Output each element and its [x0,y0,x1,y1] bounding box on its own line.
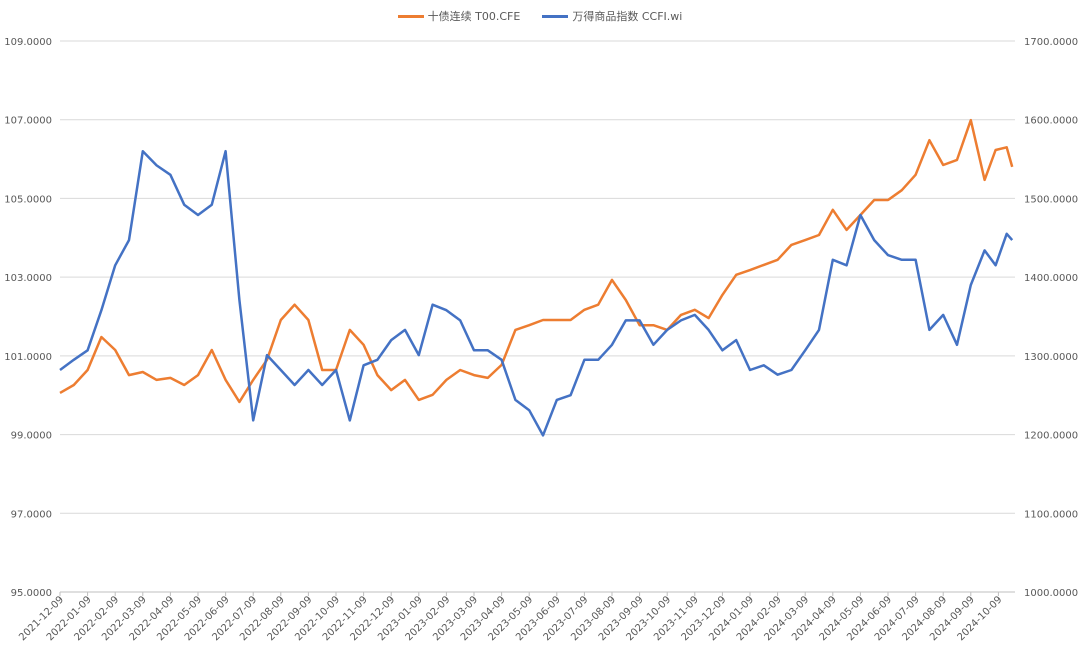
left-axis-ticks: 95.0000 97.0000 99.0000 101.0000 103.0000 105… [4,37,52,599]
right-tick-label: 1600.0000 [1024,116,1078,127]
right-tick-label: 1700.0000 [1024,37,1078,48]
legend-swatch-blue [542,14,569,18]
left-tick-label: 101.0000 [4,352,52,363]
right-axis-ticks: 1000.0000 1100.0000 1200.0000 1300.0000 1400… [1024,37,1078,599]
left-tick-label: 105.0000 [4,194,52,205]
left-tick-label: 107.0000 [4,116,52,127]
left-tick-label: 97.0000 [11,509,52,520]
legend-label-t00: 十债连续 T00.CFE [427,10,521,23]
x-axis-ticks: 2021-12-092022-01-092022-02-092022-03-09… [17,592,1005,643]
legend-label-ccfi: 万得商品指数 CCFI.wi [572,10,683,23]
legend-item-ccfi: 万得商品指数 CCFI.wi [542,8,682,24]
right-tick-label: 1300.0000 [1024,352,1078,363]
series-lines [59,118,1014,437]
chart-legend: 十债连续 T00.CFE 万得商品指数 CCFI.wi [0,8,1080,24]
series-line-ccfi [59,149,1014,437]
left-tick-label: 109.0000 [4,37,52,48]
left-tick-label: 95.0000 [11,588,52,599]
right-tick-label: 1000.0000 [1024,588,1078,599]
legend-item-t00: 十债连续 T00.CFE [397,8,521,24]
right-tick-label: 1200.0000 [1024,431,1078,442]
legend-swatch-orange [397,14,424,18]
series-line-t00 [59,118,1014,404]
gridlines [60,40,1015,593]
right-tick-label: 1400.0000 [1024,273,1078,284]
right-tick-label: 1100.0000 [1024,509,1078,520]
left-tick-label: 99.0000 [11,431,52,442]
left-tick-label: 103.0000 [4,273,52,284]
right-tick-label: 1500.0000 [1024,194,1078,205]
